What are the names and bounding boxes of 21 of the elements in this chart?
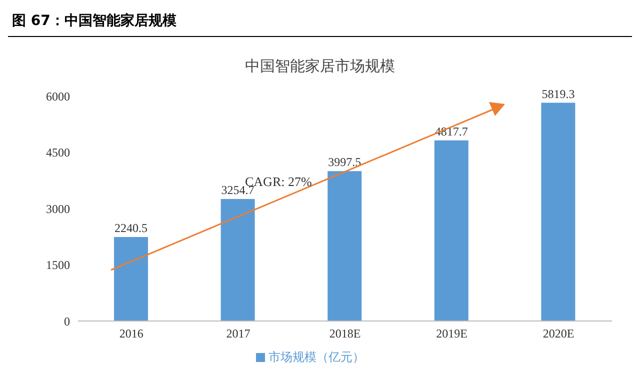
- y-tick-label: 3000: [46, 202, 70, 216]
- bar: [434, 140, 468, 321]
- bar: [114, 236, 148, 321]
- legend-label: 市场规模（亿元）: [268, 350, 364, 364]
- x-tick-label: 2019E: [436, 326, 468, 341]
- y-tick-label: 1500: [46, 258, 70, 272]
- x-tick-label: 2020E: [542, 326, 574, 341]
- x-tick-label: 2018E: [329, 326, 361, 341]
- data-label: 3997.5: [328, 155, 362, 170]
- y-tick-label: 6000: [46, 89, 70, 104]
- x-tick-label: 2016: [119, 326, 144, 341]
- bar: [328, 171, 362, 321]
- bar: [220, 198, 255, 321]
- chart-title: 图 67：中国智能家居规模: [8, 8, 632, 37]
- data-label: 5819.3: [542, 86, 575, 101]
- chart-subtitle: 中国智能家居市场规模: [244, 57, 396, 76]
- y-tick-label: 4500: [46, 146, 70, 160]
- x-tick-label: 2017: [226, 326, 250, 341]
- bar: [541, 102, 576, 321]
- y-tick-label: 0: [64, 314, 70, 328]
- data-label: 2240.5: [114, 220, 148, 235]
